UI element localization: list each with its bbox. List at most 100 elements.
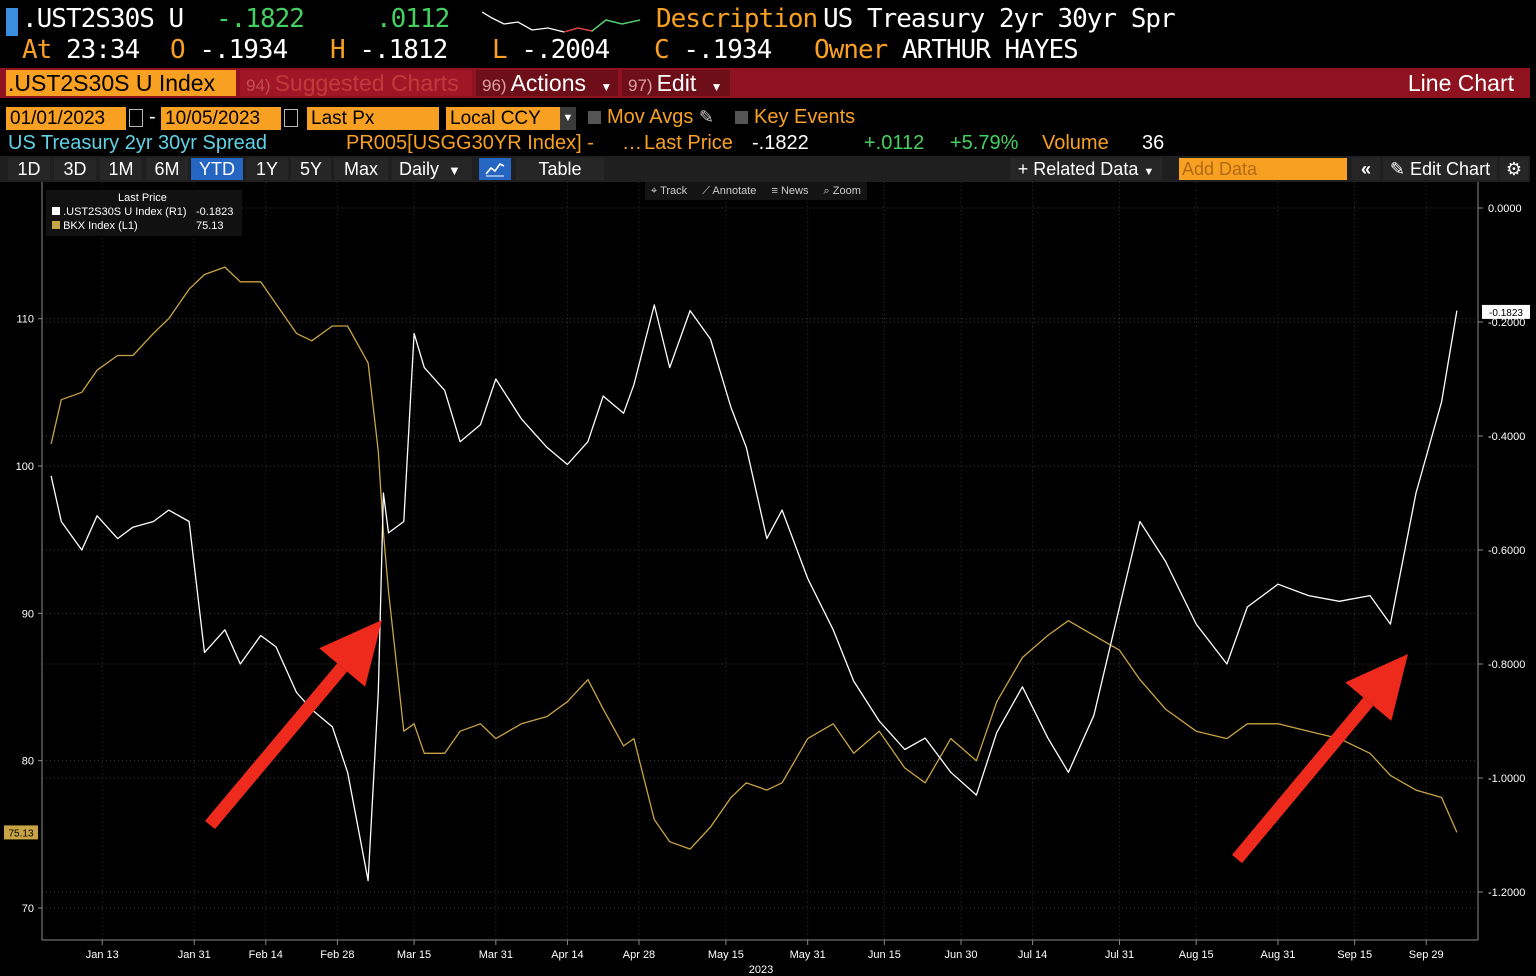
- legend-item[interactable]: .UST2S30S U Index (R1): [52, 206, 187, 218]
- view-title: Line Chart: [1407, 70, 1514, 96]
- last-value: -.1822: [216, 4, 305, 34]
- header-line-1: .UST2S30S U: [22, 4, 184, 34]
- x-year-label: 2023: [749, 964, 773, 976]
- calendar-icon[interactable]: [284, 109, 298, 127]
- owner-group: Owner ARTHUR HAYES: [814, 35, 1079, 65]
- owner-value: ARTHUR HAYES: [901, 35, 1079, 65]
- line-chart[interactable]: 70 80 90 100 110 0.0000 -0.2000 -0.4000 -0.6000 -…: [0, 182, 1536, 976]
- mov-avgs-label: Mov Avgs: [607, 106, 694, 128]
- currency-select[interactable]: Local CCY: [446, 107, 560, 130]
- actions-num: 96): [482, 76, 507, 95]
- mov-avgs-toggle[interactable]: Mov Avgs ✎: [588, 106, 714, 129]
- gear-icon[interactable]: ⚙: [1500, 158, 1528, 180]
- right-current-label: -0.1823: [1489, 308, 1523, 319]
- add-data-placeholder: Add Data: [1182, 159, 1258, 179]
- track-tool[interactable]: ⌖ Track: [651, 185, 688, 197]
- right-tick-label: -0.4000: [1488, 431, 1525, 443]
- key-events-label: Key Events: [754, 106, 856, 128]
- period-button-max[interactable]: Max: [334, 158, 388, 180]
- header-line-2: At 23:34: [22, 35, 140, 65]
- key-events-toggle[interactable]: Key Events: [735, 106, 855, 129]
- frequency-label: Daily: [399, 159, 440, 179]
- chevron-down-icon: ▼: [710, 80, 723, 94]
- x-tick-label: Feb 28: [320, 949, 354, 961]
- description: US Treasury 2yr 30yr Spr: [823, 4, 1176, 34]
- plus-icon: +: [1017, 159, 1029, 179]
- collapse-icon[interactable]: «: [1352, 158, 1380, 180]
- right-tick-label: -0.6000: [1488, 545, 1525, 557]
- legend-value: -0.1823: [196, 206, 234, 218]
- x-tick-label: Jan 13: [86, 949, 119, 961]
- chart-grid: [42, 182, 1478, 940]
- close-value: -.1934: [683, 35, 772, 65]
- pencil-icon[interactable]: ✎: [698, 107, 714, 127]
- x-tick-label: Mar 31: [479, 949, 513, 961]
- related-data-label: Related Data: [1033, 159, 1139, 179]
- period-button-5y[interactable]: 5Y: [291, 158, 331, 180]
- volume-value: 36: [1142, 132, 1165, 154]
- x-tick-label: Aug 31: [1261, 949, 1296, 961]
- last-price-value: -.1822: [752, 132, 809, 154]
- change-value: .0112: [376, 4, 450, 34]
- frequency-select[interactable]: Daily ▼: [392, 158, 472, 180]
- pct-change: +5.79%: [950, 132, 1019, 154]
- checkbox[interactable]: [735, 111, 748, 125]
- field-select[interactable]: Last Px: [307, 107, 439, 130]
- news-tool[interactable]: ≡ News: [771, 185, 809, 197]
- period-button-1d[interactable]: 1D: [8, 158, 50, 180]
- at-label: At: [22, 35, 52, 65]
- period-button-6m[interactable]: 6M: [146, 158, 188, 180]
- annotate-tool[interactable]: ⟋ Annotate: [702, 185, 757, 197]
- start-date-input[interactable]: 01/01/2023: [6, 107, 126, 130]
- edit-menu[interactable]: 97) Edit ▼: [622, 70, 730, 96]
- security-name: US Treasury 2yr 30yr Spread: [8, 132, 267, 154]
- security-index-tab[interactable]: .UST2S30S U Index: [6, 70, 236, 96]
- add-data-input[interactable]: Add Data: [1179, 158, 1347, 180]
- legend-swatch: [52, 221, 60, 229]
- end-date-input[interactable]: 10/05/2023: [161, 107, 281, 130]
- left-tick-label: 80: [22, 756, 34, 768]
- period-button-1y[interactable]: 1Y: [246, 158, 288, 180]
- chevron-down-icon[interactable]: ▼: [560, 107, 576, 130]
- period-button-1m[interactable]: 1M: [100, 158, 142, 180]
- checkbox[interactable]: [588, 111, 601, 125]
- x-tick-label: Aug 15: [1179, 949, 1214, 961]
- edit-num: 97): [628, 76, 653, 95]
- legend-series-name: .UST2S30S U Index (R1): [63, 206, 187, 218]
- pricing-source: PR005[USGG30YR Index] -: [346, 132, 594, 154]
- left-tick-label: 70: [22, 903, 34, 915]
- x-tick-label: Apr 28: [623, 949, 655, 961]
- spread-series-line: [50, 304, 1458, 882]
- actions-menu[interactable]: 96) Actions ▼: [476, 70, 618, 96]
- left-tick-label: 90: [22, 608, 34, 620]
- edit-label: Edit: [656, 70, 697, 96]
- edit-chart-label: Edit Chart: [1410, 159, 1491, 179]
- right-tick-label: -1.0000: [1488, 773, 1525, 785]
- open-group: O -.1934: [170, 35, 288, 65]
- table-button[interactable]: Table: [516, 158, 604, 180]
- open-value: -.1934: [199, 35, 288, 65]
- red-arrow-right-icon: [1232, 654, 1408, 864]
- zoom-tool[interactable]: ⌕ Zoom: [823, 185, 861, 197]
- legend-item[interactable]: BKX Index (L1): [52, 220, 138, 232]
- left-current-flag: [4, 825, 38, 840]
- ticker[interactable]: .UST2S30S U: [22, 4, 184, 34]
- calendar-icon[interactable]: [129, 109, 143, 127]
- x-tick-label: May 31: [790, 949, 826, 961]
- x-tick-label: Jan 31: [178, 949, 211, 961]
- low-value: -.2004: [521, 35, 610, 65]
- close-group: C -.1934: [654, 35, 772, 65]
- open-label: O: [170, 35, 186, 65]
- period-button-3d[interactable]: 3D: [54, 158, 96, 180]
- x-tick-label: Apr 14: [551, 949, 583, 961]
- left-tick-label: 100: [16, 461, 34, 473]
- suggested-charts-tab[interactable]: 94) Suggested Charts: [240, 70, 472, 96]
- related-data-menu[interactable]: + Related Data ▼: [1010, 158, 1162, 180]
- edit-chart-button[interactable]: ✎ Edit Chart: [1383, 158, 1497, 180]
- red-arrow-left-icon: [205, 620, 382, 830]
- security-marker: [6, 8, 18, 36]
- arrow-head: [319, 620, 382, 687]
- line-chart-icon[interactable]: [479, 158, 511, 180]
- x-tick-label: Mar 15: [397, 949, 431, 961]
- period-button-ytd[interactable]: YTD: [191, 158, 243, 180]
